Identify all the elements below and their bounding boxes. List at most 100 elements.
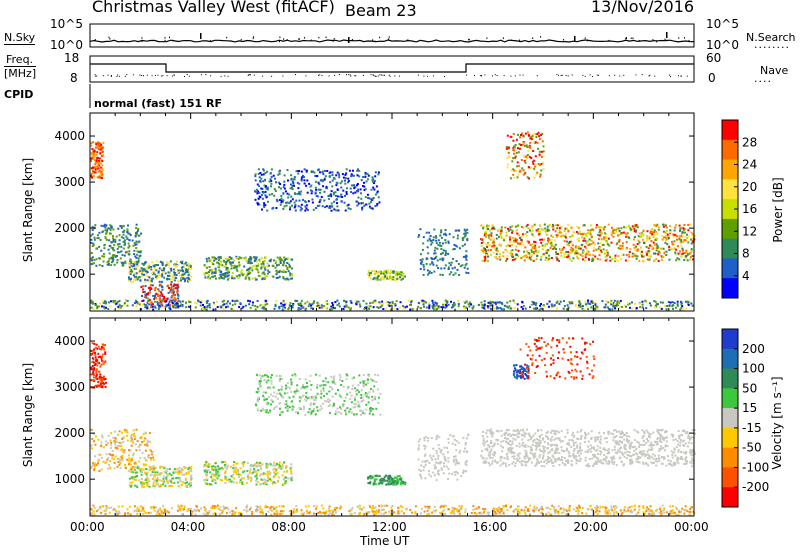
range-cell [402,277,404,280]
range-cell [418,234,420,237]
range-cell [343,400,346,402]
range-cell [482,225,485,228]
range-cell [298,400,301,403]
range-cell [371,176,374,179]
range-cell [516,165,519,168]
range-cell [492,246,495,249]
range-cell [175,291,178,294]
range-cell [290,479,293,482]
range-cell [228,256,231,258]
range-cell [510,307,513,310]
range-cell [249,300,251,303]
range-cell [678,237,681,240]
range-cell [133,278,136,281]
range-cell [546,302,549,305]
range-cell [98,370,101,373]
range-cell [159,479,162,482]
range-cell [628,251,631,253]
range-cell [246,462,249,464]
range-cell [484,236,487,238]
range-cell [456,268,459,271]
range-cell [91,226,94,229]
range-cell [609,259,612,262]
range-cell [216,477,219,480]
range-cell [116,261,119,264]
range-cell [136,486,139,488]
nave-point [117,74,119,76]
range-cell [615,230,618,233]
range-cell [542,228,545,231]
range-cell [367,174,370,177]
range-cell [276,200,279,203]
range-cell [146,301,149,304]
range-cell [272,386,275,389]
range-cell [566,308,568,311]
range-cell [159,472,162,474]
range-cell [435,235,437,238]
range-cell [488,306,491,309]
range-cell [379,413,382,416]
range-cell [100,170,103,173]
range-cell [163,306,166,309]
range-cell [587,308,589,310]
range-cell [176,287,179,290]
range-cell [385,271,388,274]
range-cell [273,188,276,191]
range-cell [99,385,102,388]
range-cell [254,264,257,267]
range-cell [635,229,638,232]
range-cell [364,196,367,199]
range-cell [353,174,355,177]
range-cell [133,434,135,437]
nave-point [492,75,493,77]
range-cell [121,454,124,457]
noise-search-point [688,39,690,42]
range-cell [496,307,498,310]
range-cell [283,392,286,395]
range-cell [298,170,301,173]
range-cell [291,274,293,277]
range-cell [160,269,163,271]
noise-search-point [608,39,610,42]
range-cell [325,306,328,309]
range-cell [389,278,392,281]
range-cell [187,472,190,475]
range-cell [540,163,543,165]
range-cell [553,239,556,242]
range-cell [513,239,515,242]
range-cell [186,481,189,484]
range-cell [358,169,361,172]
range-cell [308,380,311,383]
range-cell [90,301,93,304]
range-cell [570,301,573,304]
range-cell [656,233,659,236]
range-cell [256,373,258,376]
range-cell [450,271,453,274]
range-cell [648,258,651,261]
range-cell [176,468,179,471]
range-cell [92,150,95,153]
range-cell [111,256,114,259]
range-cell [487,249,490,252]
range-cell [305,399,308,402]
range-cell [339,406,342,409]
range-cell [336,205,339,208]
range-cell [150,451,153,454]
range-cell [92,155,95,158]
range-cell [103,255,105,258]
range-cell [681,305,684,308]
range-cell [94,464,96,467]
range-cell [280,270,283,273]
range-cell [185,467,188,469]
range-cell [145,473,148,476]
range-cell [339,376,342,379]
range-cell [669,229,672,232]
range-cell [585,242,588,245]
range-cell [574,304,577,307]
range-cell [144,306,147,309]
range-cell [590,239,593,242]
range-cell [210,473,213,476]
range-cell [155,483,158,486]
range-cell [441,274,444,276]
range-cell [122,264,125,267]
